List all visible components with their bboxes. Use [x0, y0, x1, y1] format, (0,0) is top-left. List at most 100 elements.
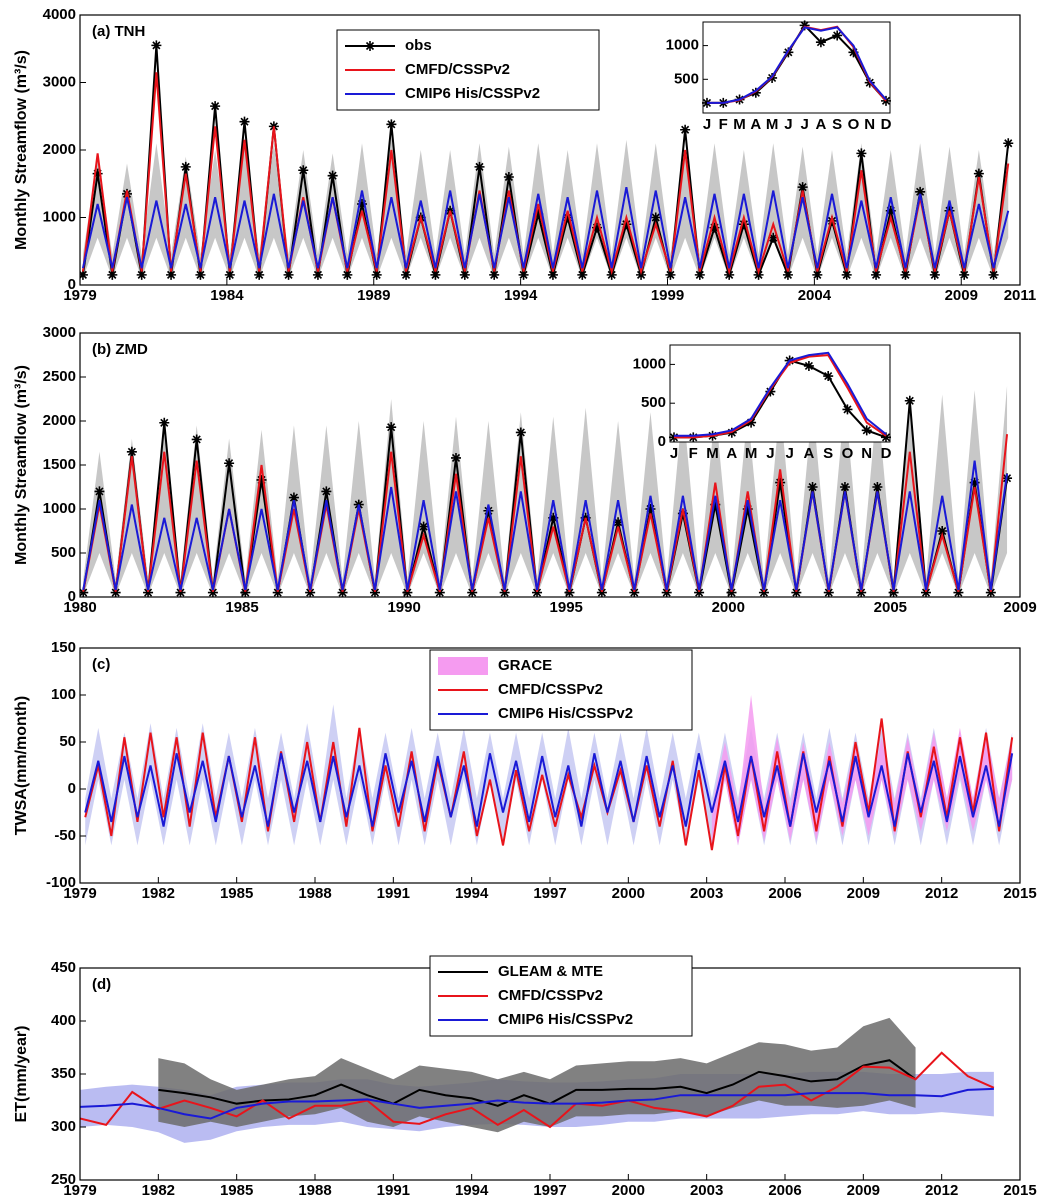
- obs-marker: [775, 477, 786, 488]
- obs-marker: [650, 212, 661, 223]
- x-tick-label: 2003: [690, 1182, 723, 1199]
- obs-marker: [467, 587, 478, 597]
- obs-marker: [621, 219, 632, 230]
- obs-marker: [434, 587, 445, 597]
- obs-marker: [321, 486, 332, 497]
- range-band: [82, 136, 1009, 279]
- y-tick-label: 3000: [43, 73, 76, 90]
- obs-marker: [596, 587, 607, 597]
- obs-marker: [921, 587, 931, 597]
- obs-marker: [871, 269, 882, 280]
- obs-marker: [726, 587, 737, 597]
- inset-x-tick-label: A: [726, 445, 737, 462]
- x-tick-label: 1985: [220, 1182, 253, 1199]
- inset-x-tick-label: A: [815, 116, 826, 133]
- obs-marker: [224, 269, 235, 280]
- x-tick-label: 2004: [798, 287, 832, 304]
- obs-marker: [856, 587, 867, 597]
- plot-area: [80, 385, 1013, 597]
- x-tick-label: 2009: [1003, 599, 1036, 616]
- y-tick-label: 2500: [43, 368, 76, 385]
- y-tick-label: 2000: [43, 412, 76, 429]
- obs-marker: [969, 477, 980, 488]
- inset-x-tick-label: S: [832, 116, 842, 133]
- panel-label: (b) ZMD: [92, 341, 148, 358]
- x-tick-label: 1997: [533, 885, 566, 902]
- obs-marker: [288, 492, 299, 503]
- inset-x-tick-label: A: [803, 445, 814, 462]
- obs-marker: [904, 395, 915, 406]
- panel: 1979 1982 1985 1988 1991 1994 1997 2000 2003 2006…: [13, 639, 1036, 902]
- inset-marker: [803, 360, 814, 371]
- y-tick-label: 250: [51, 1171, 76, 1188]
- obs-marker: [159, 417, 170, 428]
- x-tick-label: 2015: [1003, 885, 1036, 902]
- obs-marker: [357, 199, 367, 209]
- obs-marker: [900, 269, 911, 280]
- obs-marker: [959, 269, 970, 280]
- y-tick-label: 0: [68, 276, 76, 293]
- x-tick-label: 1995: [550, 599, 583, 616]
- obs-marker: [665, 269, 676, 280]
- inset-marker: [832, 30, 843, 41]
- obs-marker: [401, 269, 412, 280]
- obs-marker: [709, 222, 720, 233]
- x-tick-label: 2012: [925, 1182, 958, 1199]
- obs-marker: [386, 119, 397, 130]
- obs-marker: [94, 486, 105, 497]
- obs-marker: [577, 269, 588, 280]
- inset-x-tick-label: J: [784, 116, 792, 133]
- x-tick-label: 2000: [712, 599, 745, 616]
- inset-x-tick-label: M: [733, 116, 746, 133]
- inset-x-tick-label: M: [766, 116, 779, 133]
- x-tick-label: 1980: [63, 599, 96, 616]
- obs-marker: [191, 434, 202, 445]
- obs-marker: [430, 269, 441, 280]
- obs-marker: [312, 269, 323, 280]
- inset-marker: [750, 87, 761, 98]
- inset-marker: [848, 47, 859, 58]
- inset-line: [674, 351, 887, 437]
- obs-marker: [872, 482, 883, 492]
- inset-x-tick-label: M: [706, 445, 719, 462]
- x-tick-label: 2006: [768, 1182, 801, 1199]
- obs-marker: [110, 587, 121, 597]
- x-tick-label: 2006: [768, 885, 801, 902]
- obs-marker: [298, 165, 309, 176]
- inset-marker: [799, 20, 810, 31]
- inset-x-tick-label: A: [750, 116, 761, 133]
- obs-marker: [953, 587, 964, 597]
- panel-label: (a) TNH: [92, 23, 145, 40]
- obs-marker: [885, 205, 896, 216]
- obs-marker: [92, 168, 103, 179]
- obs-marker: [210, 101, 221, 112]
- obs-marker: [272, 587, 283, 597]
- obs-marker: [645, 504, 656, 514]
- range-band: [83, 385, 1008, 596]
- y-tick-label: 100: [51, 686, 76, 703]
- obs-marker: [126, 446, 137, 457]
- x-tick-label: 1979: [63, 1182, 96, 1199]
- x-tick-label: 1984: [210, 287, 244, 304]
- obs-marker: [797, 182, 808, 193]
- obs-marker: [195, 269, 206, 280]
- obs-marker: [207, 587, 218, 597]
- obs-marker: [823, 587, 834, 597]
- plot-area: [84, 695, 1014, 851]
- y-tick-label: 4000: [43, 6, 76, 23]
- y-tick-label: -50: [54, 827, 76, 844]
- x-tick-label: 1988: [298, 1182, 331, 1199]
- obs-marker: [342, 269, 353, 280]
- y-tick-label: 0: [68, 780, 76, 797]
- inset-x-tick-label: J: [800, 116, 808, 133]
- obs-marker: [613, 517, 624, 528]
- y-tick-label: 3000: [43, 324, 76, 341]
- inset-x-tick-label: N: [864, 116, 875, 133]
- obs-marker: [937, 526, 948, 536]
- legend-label: obs: [405, 37, 432, 54]
- obs-marker: [791, 587, 802, 597]
- y-tick-label: 50: [59, 733, 76, 750]
- obs-marker: [224, 458, 235, 469]
- y-tick-label: 0: [68, 588, 76, 605]
- inset-x-tick-label: D: [881, 445, 892, 462]
